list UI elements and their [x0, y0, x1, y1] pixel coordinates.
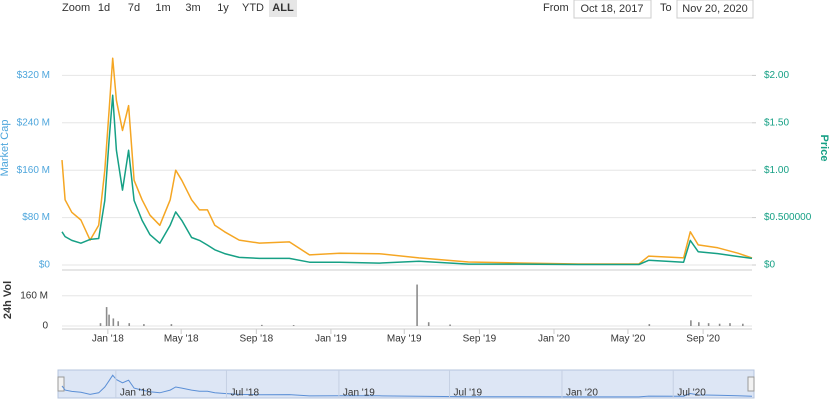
- volume-bar: [112, 318, 115, 326]
- y-tick-label: $80 M: [22, 212, 50, 223]
- from-input[interactable]: [573, 0, 652, 19]
- volume-tick-label: 0: [42, 321, 48, 332]
- volume-bar: [261, 324, 263, 326]
- zoom-button[interactable]: 1m: [155, 2, 170, 14]
- volume-bar: [105, 307, 108, 326]
- y-axis-title: Market Cap: [0, 120, 11, 177]
- series-line: [61, 57, 753, 265]
- x-tick-label: Jan '20: [538, 334, 570, 345]
- navigator-tick-label: Jul '19: [454, 388, 483, 399]
- from-date[interactable]: Oct 18, 2017: [581, 3, 644, 15]
- volume-bar: [427, 322, 430, 326]
- y-tick-label: $320 M: [17, 70, 50, 81]
- volume-bar: [117, 321, 120, 326]
- navigator-handle[interactable]: [57, 376, 65, 392]
- y-tick-label: $240 M: [17, 117, 50, 128]
- volume-bar: [416, 284, 418, 326]
- to-date[interactable]: Nov 20, 2020: [682, 3, 747, 15]
- volume-axis-title: 24h Vol: [2, 281, 14, 319]
- volume-bar: [648, 324, 651, 326]
- from-label: From: [543, 2, 569, 14]
- y2-tick-label: $1.50: [764, 117, 789, 128]
- zoom-button[interactable]: YTD: [242, 2, 264, 14]
- zoom-button[interactable]: 3m: [185, 2, 200, 14]
- navigator-line: [61, 374, 753, 398]
- volume-bar: [698, 322, 700, 326]
- volume-bar: [742, 323, 744, 326]
- y-tick-label: $0: [39, 260, 51, 271]
- zoom-label: Zoom: [62, 2, 90, 14]
- volume-bar: [143, 324, 145, 326]
- zoom-buttons: 1d 7d 1m 3m 1y YTD ALL: [98, 0, 297, 17]
- navigator-tick-label: Jan '20: [566, 388, 598, 399]
- zoom-button[interactable]: 1y: [217, 2, 229, 14]
- x-tick-label: May '18: [164, 334, 199, 345]
- y2-tick-label: $0: [764, 260, 776, 271]
- x-tick-label: Sep '18: [240, 334, 274, 345]
- zoom-button-bg[interactable]: [269, 0, 297, 17]
- x-tick-label: Jan '18: [92, 334, 124, 345]
- to-input[interactable]: [676, 0, 754, 19]
- volume-bar: [729, 323, 731, 326]
- navigator[interactable]: [57, 369, 755, 399]
- x-tick-label: Jan '19: [315, 334, 347, 345]
- volume-bar: [718, 323, 721, 326]
- navigator-tick-label: Jul '18: [230, 388, 259, 399]
- y2-tick-label: $2.00: [764, 70, 789, 81]
- series-line: [61, 94, 753, 266]
- navigator-handle[interactable]: [747, 376, 755, 392]
- zoom-button[interactable]: ALL: [272, 2, 294, 14]
- zoom-button[interactable]: 1d: [98, 2, 110, 14]
- y-tick-label: $160 M: [17, 165, 50, 176]
- navigator-tick-label: Jan '19: [343, 388, 375, 399]
- x-tick-label: May '20: [611, 334, 646, 345]
- navigator-tick-label: Jan '18: [120, 388, 152, 399]
- volume-bar: [292, 325, 295, 326]
- navigator-tick-label: Jul '20: [677, 388, 706, 399]
- volume-tick-label: 160 M: [20, 290, 48, 301]
- to-label: To: [660, 2, 672, 14]
- volume-bar: [108, 314, 110, 326]
- volume-bar: [690, 320, 692, 326]
- volume-bar: [170, 324, 173, 326]
- x-tick-label: Sep '20: [686, 334, 720, 345]
- y2-tick-label: $0.500000: [764, 212, 812, 223]
- volume-bar: [128, 323, 131, 326]
- volume-bar: [449, 324, 451, 326]
- x-tick-label: May '19: [387, 334, 422, 345]
- x-tick-label: Sep '19: [463, 334, 497, 345]
- volume-bar: [707, 323, 710, 326]
- y2-tick-label: $1.00: [764, 165, 789, 176]
- y2-axis-title: Price: [818, 135, 830, 162]
- volume-bar: [99, 323, 102, 326]
- zoom-button[interactable]: 7d: [128, 2, 140, 14]
